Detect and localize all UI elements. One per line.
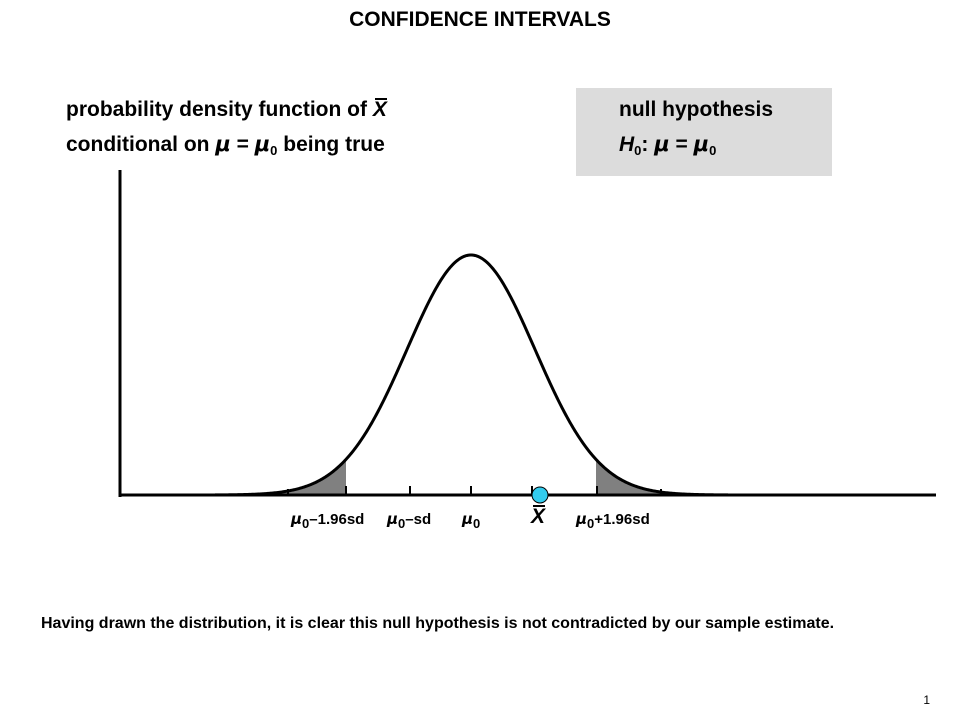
tick-text: –sd bbox=[405, 511, 432, 528]
pdf-label-prefix: probability density function of bbox=[66, 98, 373, 121]
pdf-label-line1: probability density function of X bbox=[66, 98, 387, 122]
right-tail-region bbox=[596, 459, 728, 495]
null-hypothesis-statement: H0: μ = μ0 bbox=[619, 132, 717, 158]
pdf-label-line2: conditional on μ = μ0 being true bbox=[66, 132, 385, 158]
equals-sign: = bbox=[230, 133, 255, 156]
h-symbol: H bbox=[619, 133, 635, 156]
mu-symbol: μ bbox=[654, 132, 670, 156]
sample-estimate-point bbox=[531, 486, 549, 504]
tick-label-xbar: X bbox=[531, 505, 546, 529]
mu0-subscript: 0 bbox=[473, 516, 481, 531]
mu0-subscript: 0 bbox=[302, 516, 310, 531]
left-tail-region bbox=[215, 459, 346, 495]
tick-label-mu0-minus-sd: μ0–sd bbox=[387, 510, 432, 531]
slide-title: CONFIDENCE INTERVALS bbox=[349, 8, 611, 31]
null-hypothesis-box bbox=[576, 88, 832, 176]
xbar-symbol: X bbox=[531, 505, 546, 528]
mu0-symbol: μ bbox=[693, 132, 710, 156]
density-curve bbox=[214, 253, 728, 497]
slide-number: 1 bbox=[923, 693, 930, 707]
tick-label-mu0-plus-1-96sd: μ0+1.96sd bbox=[576, 510, 650, 531]
tick-text: +1.96sd bbox=[594, 511, 650, 528]
mu0-subscript: 0 bbox=[709, 143, 717, 158]
tick-label-mu0: μ0 bbox=[462, 510, 481, 531]
conditional-suffix: being true bbox=[277, 133, 385, 156]
mu-symbol: μ bbox=[291, 510, 303, 528]
mu-symbol: μ bbox=[215, 132, 231, 156]
tick-text: –1.96sd bbox=[309, 511, 365, 528]
conditional-prefix: conditional on bbox=[66, 133, 216, 156]
tick-label-mu0-minus-1-96sd: μ0–1.96sd bbox=[291, 510, 365, 531]
null-hypothesis-title: null hypothesis bbox=[619, 98, 774, 121]
colon: : bbox=[641, 133, 655, 156]
mu0-subscript: 0 bbox=[398, 516, 406, 531]
xbar-symbol: X bbox=[372, 98, 387, 121]
equals-sign: = bbox=[669, 133, 694, 156]
mu-symbol: μ bbox=[387, 510, 399, 528]
mu-symbol: μ bbox=[462, 510, 474, 528]
slide-caption: Having drawn the distribution, it is cle… bbox=[41, 615, 835, 632]
mu0-subscript: 0 bbox=[270, 143, 278, 158]
mu0-subscript: 0 bbox=[587, 516, 595, 531]
h-subscript: 0 bbox=[634, 143, 642, 158]
mu-symbol: μ bbox=[576, 510, 588, 528]
mu0-symbol: μ bbox=[254, 132, 271, 156]
